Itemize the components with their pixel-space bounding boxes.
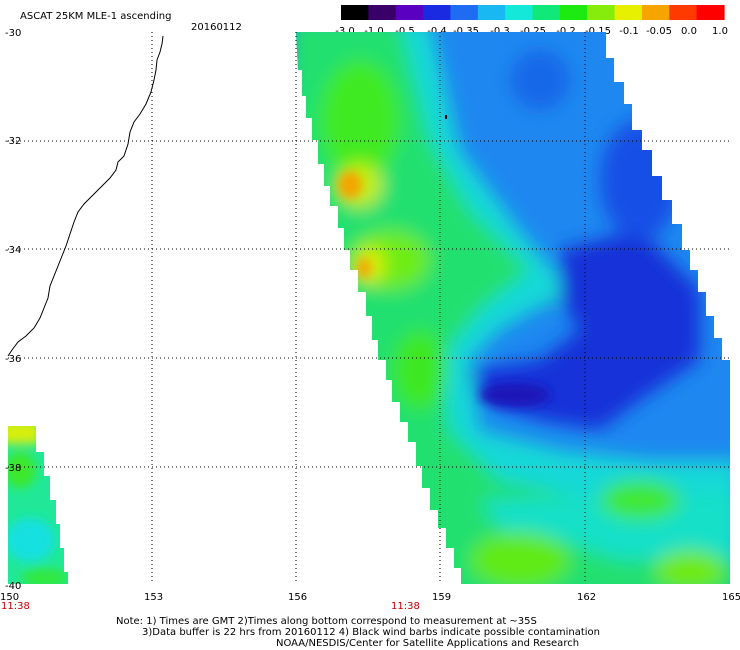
colorbar-label: -0.3 [490,26,510,37]
western-swath [8,426,68,584]
lon-label: 153 [144,592,163,603]
colorbar-label: -1.0 [364,26,384,37]
colorbar-swatch [614,5,643,20]
lon-label: 162 [577,592,596,603]
colorbar-swatch [696,5,725,20]
lat-label: -34 [5,245,21,256]
time-label: 11:38 [1,601,30,612]
lat-label: -40 [5,581,21,592]
colorbar-label: -0.25 [520,26,546,37]
colorbar-swatch [559,5,588,20]
coastline [7,35,164,357]
lon-label: 165 [722,592,740,603]
colorbar-label: 1.0 [712,26,728,37]
colorbar-label: -0.35 [453,26,479,37]
lon-labels: 150 153 156 159 162 165 [0,592,740,603]
colorbar-label: -0.05 [646,26,672,37]
main-swath [296,32,730,584]
colorbar-swatch [587,5,616,20]
colorbar-label: -0.15 [585,26,611,37]
colorbar-swatch [641,5,670,20]
colorbar-label: -0.1 [619,26,639,37]
note-line-1: Note: 1) Times are GMT 2)Times along bot… [116,616,537,627]
colorbar-swatch [450,5,479,20]
time-label: 11:38 [391,601,420,612]
note-line-3: NOAA/NESDIS/Center for Satellite Applica… [276,638,579,649]
colorbar-label: -0.2 [556,26,576,37]
lon-label: 150 [0,592,19,603]
map-area [7,32,730,584]
colorbar-label: -0.5 [395,26,415,37]
lat-labels: -30 -32 -34 -36 -38 -40 [5,28,21,592]
map-title: ASCAT 25KM MLE-1 ascending [20,11,171,22]
colorbar-swatch [669,5,698,20]
colorbar: -3.0 -1.0 -0.5 -0.4 -0.35 -0.3 -0.25 -0.2 -0.15-… [335,5,728,37]
lon-label: 156 [288,592,307,603]
lat-label: -38 [5,463,21,474]
colorbar-swatch [532,5,561,20]
map-date: 20160112 [191,22,242,33]
colorbar-swatch [341,5,369,20]
colorbar-label: 0.0 [681,26,697,37]
colorbar-swatch [368,5,397,20]
lat-label: -32 [5,136,21,147]
colorbar-swatch [477,5,506,20]
colorbar-swatch [505,5,534,20]
lat-label: -36 [5,354,21,365]
colorbar-swatch [395,5,424,20]
colorbar-label: -3.0 [335,26,355,37]
colorbar-label: -0.4 [427,26,447,37]
colorbar-swatch [423,5,452,20]
lon-label: 159 [432,592,451,603]
island-marker [445,115,447,119]
lat-lon-grid [8,32,730,584]
lat-label: -30 [5,28,21,39]
note-line-2: 3)Data buffer is 22 hrs from 20160112 4)… [142,627,600,638]
